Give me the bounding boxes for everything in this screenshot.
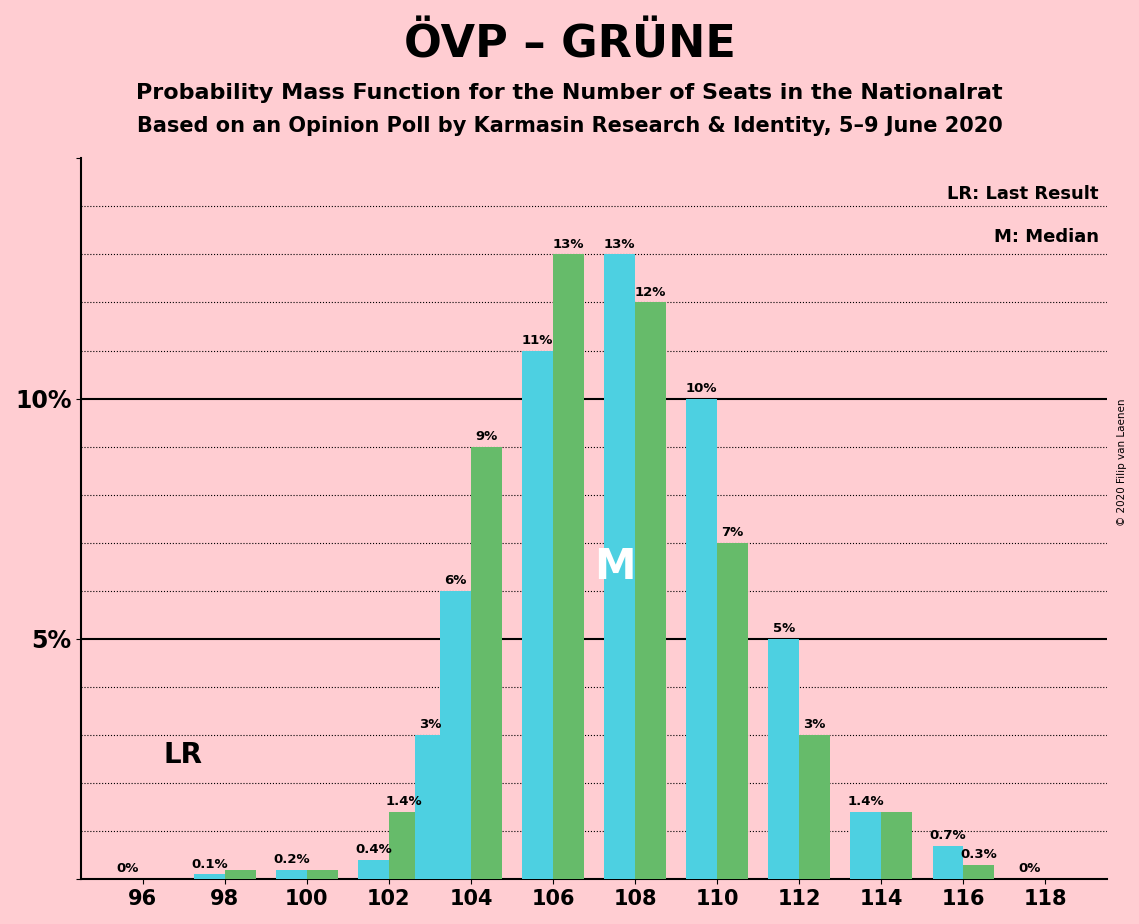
Bar <box>440 590 472 880</box>
Text: 12%: 12% <box>634 286 666 298</box>
Text: M: Median: M: Median <box>993 228 1099 246</box>
Bar <box>472 446 502 880</box>
Bar <box>194 874 224 880</box>
Text: 13%: 13% <box>604 237 636 250</box>
Bar <box>851 812 882 880</box>
Text: LR: LR <box>163 741 203 769</box>
Bar <box>554 254 584 880</box>
Bar <box>718 542 748 880</box>
Text: 0.2%: 0.2% <box>273 853 310 866</box>
Text: 6%: 6% <box>444 574 467 587</box>
Text: Probability Mass Function for the Number of Seats in the Nationalrat: Probability Mass Function for the Number… <box>137 83 1002 103</box>
Bar <box>523 350 554 880</box>
Text: ÖVP – GRÜNE: ÖVP – GRÜNE <box>403 23 736 67</box>
Bar <box>800 736 830 880</box>
Text: LR: Last Result: LR: Last Result <box>948 185 1099 202</box>
Text: 0.1%: 0.1% <box>191 857 228 870</box>
Bar <box>636 302 666 880</box>
Text: 3%: 3% <box>419 718 441 731</box>
Bar <box>388 812 419 880</box>
Text: 7%: 7% <box>721 526 744 539</box>
Text: 0.3%: 0.3% <box>960 848 997 861</box>
Bar <box>306 869 337 880</box>
Text: 3%: 3% <box>803 718 826 731</box>
Text: 0.4%: 0.4% <box>355 844 392 857</box>
Bar <box>605 254 636 880</box>
Text: 0%: 0% <box>1018 862 1041 875</box>
Text: 9%: 9% <box>475 430 498 443</box>
Bar <box>882 812 912 880</box>
Bar <box>224 869 255 880</box>
Bar <box>964 865 994 880</box>
Text: 1.4%: 1.4% <box>847 796 884 808</box>
Text: © 2020 Filip van Laenen: © 2020 Filip van Laenen <box>1117 398 1126 526</box>
Bar <box>358 860 388 880</box>
Text: 10%: 10% <box>686 382 718 395</box>
Text: 1.4%: 1.4% <box>386 796 423 808</box>
Text: 5%: 5% <box>772 622 795 635</box>
Text: M: M <box>593 546 636 588</box>
Bar <box>415 736 445 880</box>
Bar <box>276 869 306 880</box>
Bar <box>687 398 718 880</box>
Text: 0.7%: 0.7% <box>929 829 966 842</box>
Text: 11%: 11% <box>522 334 554 346</box>
Bar <box>933 845 964 880</box>
Text: 0%: 0% <box>116 862 139 875</box>
Text: 13%: 13% <box>552 237 584 250</box>
Bar <box>769 638 800 880</box>
Text: Based on an Opinion Poll by Karmasin Research & Identity, 5–9 June 2020: Based on an Opinion Poll by Karmasin Res… <box>137 116 1002 136</box>
